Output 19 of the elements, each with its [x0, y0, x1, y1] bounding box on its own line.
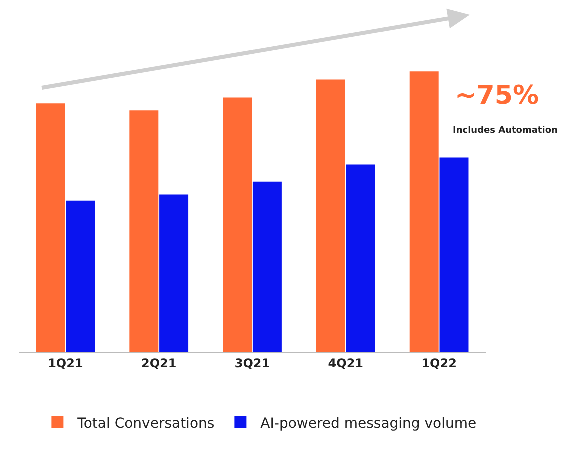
annotation: ~75%	[455, 81, 540, 111]
annotation: Includes Automation	[453, 126, 558, 136]
legend-label: AI-powered messaging volume	[260, 416, 477, 432]
x-tick-label: 1Q21	[48, 356, 84, 370]
bar	[346, 164, 376, 352]
x-tick-label: 2Q21	[141, 356, 177, 370]
bar	[440, 158, 469, 352]
bar	[66, 200, 96, 352]
x-tick-label: 3Q21	[234, 356, 270, 370]
bar	[160, 194, 189, 352]
bar	[130, 110, 159, 352]
x-tick-label: 4Q21	[328, 356, 364, 370]
bar	[252, 182, 282, 352]
bar	[223, 98, 252, 352]
x-tick-label: 1Q22	[422, 356, 457, 370]
legend-label: Total Conversations	[76, 416, 215, 432]
bar	[316, 80, 346, 352]
bar	[36, 104, 66, 352]
bar	[410, 72, 439, 352]
